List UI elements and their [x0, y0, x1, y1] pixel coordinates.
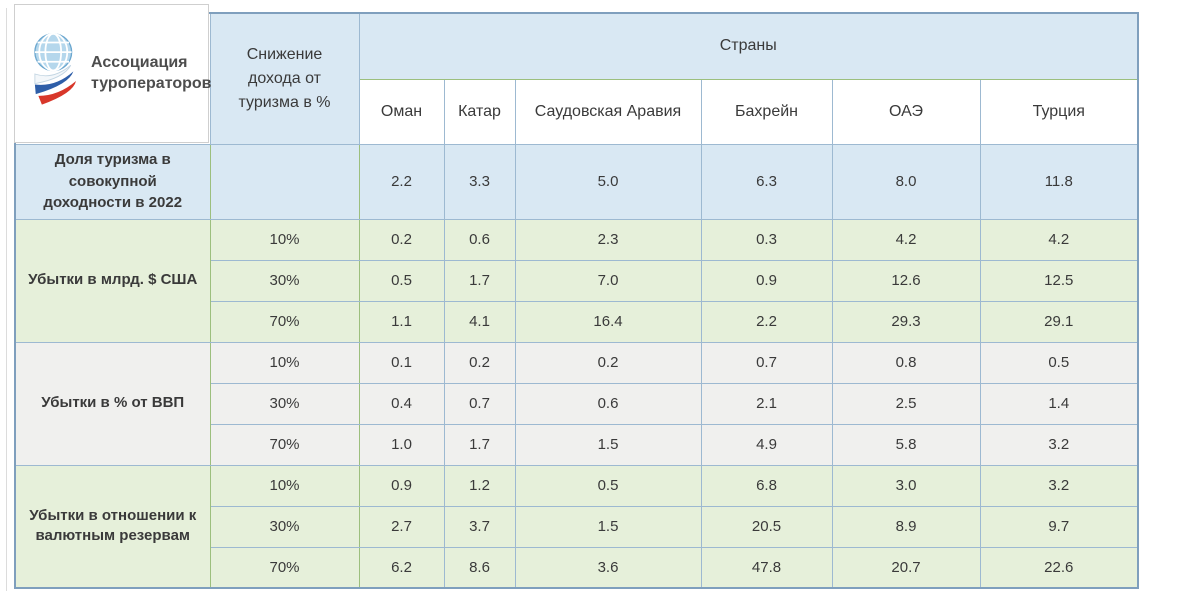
value-cell: 1.7 — [443, 259, 516, 302]
value-cell: 29.1 — [979, 300, 1139, 343]
value-cell: 0.9 — [358, 464, 445, 507]
value-cell: 0.6 — [514, 382, 702, 425]
value-cell: 0.7 — [700, 341, 833, 384]
value-cell: 4.1 — [443, 300, 516, 343]
value-cell: 1.0 — [358, 423, 445, 466]
pct-cell: 10% — [209, 464, 360, 507]
value-cell: 1.4 — [979, 382, 1139, 425]
value-cell: 0.4 — [358, 382, 445, 425]
slide-edge-line — [6, 8, 7, 591]
value-cell: 0.9 — [700, 259, 833, 302]
value-cell: 0.3 — [700, 218, 833, 261]
value-cell: 5.8 — [831, 423, 981, 466]
value-cell: 4.2 — [979, 218, 1139, 261]
value-cell: 1.7 — [443, 423, 516, 466]
value-cell: 0.2 — [443, 341, 516, 384]
section-label-cell: Убытки в % от ВВП — [14, 341, 211, 466]
share-label-cell: Доля туризма в совокупной доходности в 2… — [14, 143, 211, 220]
value-cell: 0.2 — [514, 341, 702, 384]
value-cell: 6.2 — [358, 546, 445, 589]
value-cell: 2.7 — [358, 505, 445, 548]
value-cell: 4.2 — [831, 218, 981, 261]
pct-cell: 30% — [209, 382, 360, 425]
share-value-cell: 6.3 — [700, 143, 833, 220]
country-header-cell: Катар — [443, 78, 516, 145]
value-cell: 0.5 — [979, 341, 1139, 384]
pct-cell: 70% — [209, 300, 360, 343]
org-name-line1: Ассоциация — [91, 53, 188, 71]
org-name-line2: туроператоров — [91, 74, 212, 92]
value-cell: 8.9 — [831, 505, 981, 548]
value-cell: 12.6 — [831, 259, 981, 302]
section-label-cell: Убытки в млрд. $ США — [14, 218, 211, 343]
value-cell: 2.1 — [700, 382, 833, 425]
pct-cell: 10% — [209, 218, 360, 261]
share-empty-cell — [209, 143, 360, 220]
country-header-cell: Бахрейн — [700, 78, 833, 145]
value-cell: 2.5 — [831, 382, 981, 425]
share-value-cell: 2.2 — [358, 143, 445, 220]
value-cell: 0.5 — [514, 464, 702, 507]
value-cell: 29.3 — [831, 300, 981, 343]
value-cell: 0.7 — [443, 382, 516, 425]
value-cell: 9.7 — [979, 505, 1139, 548]
country-header-cell: Оман — [358, 78, 445, 145]
value-cell: 0.6 — [443, 218, 516, 261]
value-cell: 3.7 — [443, 505, 516, 548]
value-cell: 4.9 — [700, 423, 833, 466]
value-cell: 3.0 — [831, 464, 981, 507]
pct-cell: 70% — [209, 423, 360, 466]
value-cell: 0.1 — [358, 341, 445, 384]
value-cell: 3.2 — [979, 423, 1139, 466]
section-label-cell: Убытки в отношении к валютным резервам — [14, 464, 211, 589]
country-header-cell: Саудовская Аравия — [514, 78, 702, 145]
pct-cell: 30% — [209, 259, 360, 302]
share-value-cell: 8.0 — [831, 143, 981, 220]
value-cell: 1.5 — [514, 423, 702, 466]
value-cell: 12.5 — [979, 259, 1139, 302]
value-cell: 7.0 — [514, 259, 702, 302]
org-name: Ассоциация туроператоров — [91, 53, 211, 95]
country-header-cell: Турция — [979, 78, 1139, 145]
value-cell: 16.4 — [514, 300, 702, 343]
data-table: Снижение дохода от туризма в % Страны Ом… — [14, 12, 1139, 589]
country-header-cell: ОАЭ — [831, 78, 981, 145]
share-value-cell: 3.3 — [443, 143, 516, 220]
value-cell: 22.6 — [979, 546, 1139, 589]
value-cell: 0.8 — [831, 341, 981, 384]
pct-cell: 30% — [209, 505, 360, 548]
pct-cell: 70% — [209, 546, 360, 589]
globe-ribbon-logo-icon — [34, 32, 76, 105]
value-cell: 20.7 — [831, 546, 981, 589]
reduction-header-cell: Снижение дохода от туризма в % — [209, 12, 360, 145]
value-cell: 20.5 — [700, 505, 833, 548]
value-cell: 6.8 — [700, 464, 833, 507]
share-value-cell: 5.0 — [514, 143, 702, 220]
pct-cell: 10% — [209, 341, 360, 384]
value-cell: 3.6 — [514, 546, 702, 589]
share-value-cell: 11.8 — [979, 143, 1139, 220]
value-cell: 8.6 — [443, 546, 516, 589]
countries-group-header-cell: Страны — [358, 12, 1139, 80]
value-cell: 0.2 — [358, 218, 445, 261]
value-cell: 1.5 — [514, 505, 702, 548]
logo-box: Ассоциация туроператоров — [14, 4, 211, 143]
value-cell: 1.2 — [443, 464, 516, 507]
value-cell: 3.2 — [979, 464, 1139, 507]
value-cell: 1.1 — [358, 300, 445, 343]
value-cell: 2.2 — [700, 300, 833, 343]
value-cell: 47.8 — [700, 546, 833, 589]
value-cell: 2.3 — [514, 218, 702, 261]
value-cell: 0.5 — [358, 259, 445, 302]
